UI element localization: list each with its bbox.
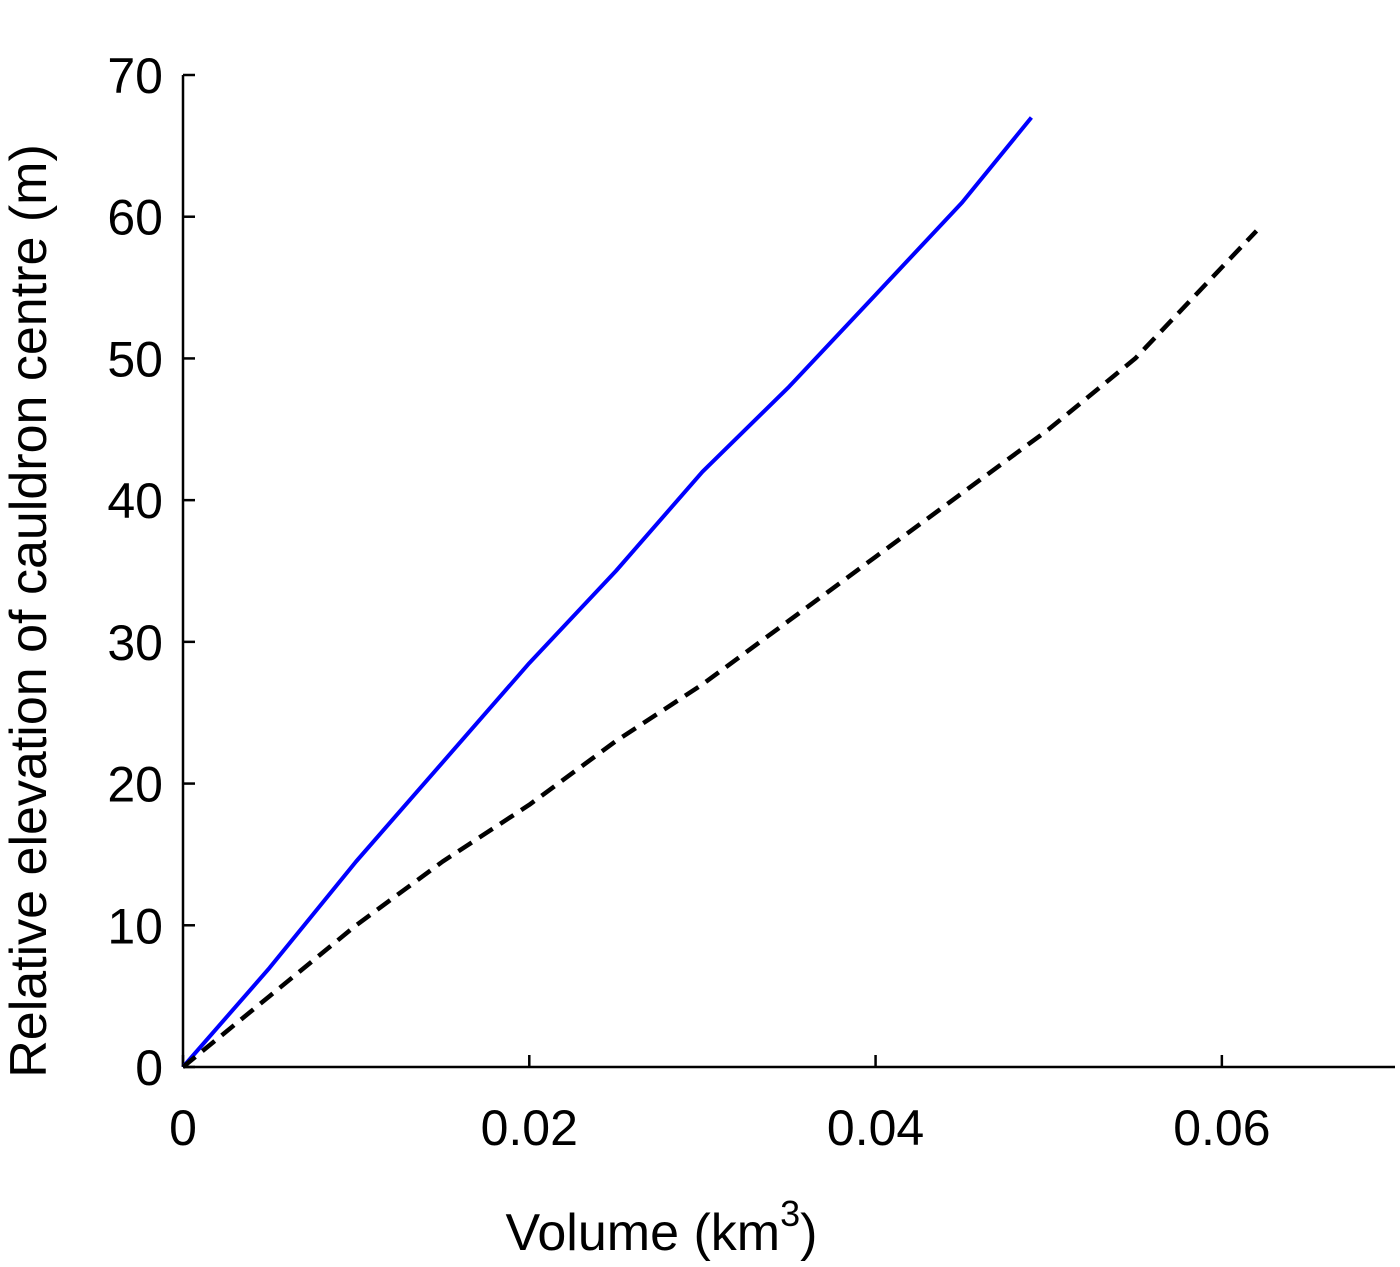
y-tick-label: 20 — [107, 757, 163, 813]
y-axis-title: Relative elevation of cauldron centre (m… — [0, 144, 58, 1078]
y-tick-label: 50 — [107, 331, 163, 387]
y-tick-label: 10 — [107, 898, 163, 954]
axes: 0 10 20 30 40 50 60 70 0 0.02 0.04 0.06 — [107, 48, 1395, 1156]
x-axis-title-main: Volume (km — [506, 1204, 781, 1262]
y-tick-label: 60 — [107, 190, 163, 246]
series-layer — [181, 116, 1259, 1069]
x-tick-label: 0.06 — [1173, 1100, 1270, 1156]
x-tick-label: 0.04 — [827, 1100, 924, 1156]
y-ticks: 0 10 20 30 40 50 60 70 — [107, 48, 195, 1096]
series-line-solid — [181, 116, 1033, 1069]
x-axis-title: Volume (km3) — [506, 1193, 818, 1262]
y-tick-label: 70 — [107, 48, 163, 104]
x-tick-label: 0.02 — [481, 1100, 578, 1156]
y-tick-label: 40 — [107, 473, 163, 529]
x-tick-label: 0 — [169, 1100, 197, 1156]
y-tick-label: 30 — [107, 615, 163, 671]
series-line-dashed — [181, 229, 1259, 1069]
x-axis-title-superscript: 3 — [780, 1193, 800, 1234]
y-tick-label: 0 — [135, 1040, 163, 1096]
x-axis-title-suffix: ) — [800, 1204, 817, 1262]
x-ticks: 0 0.02 0.04 0.06 — [169, 1055, 1271, 1156]
